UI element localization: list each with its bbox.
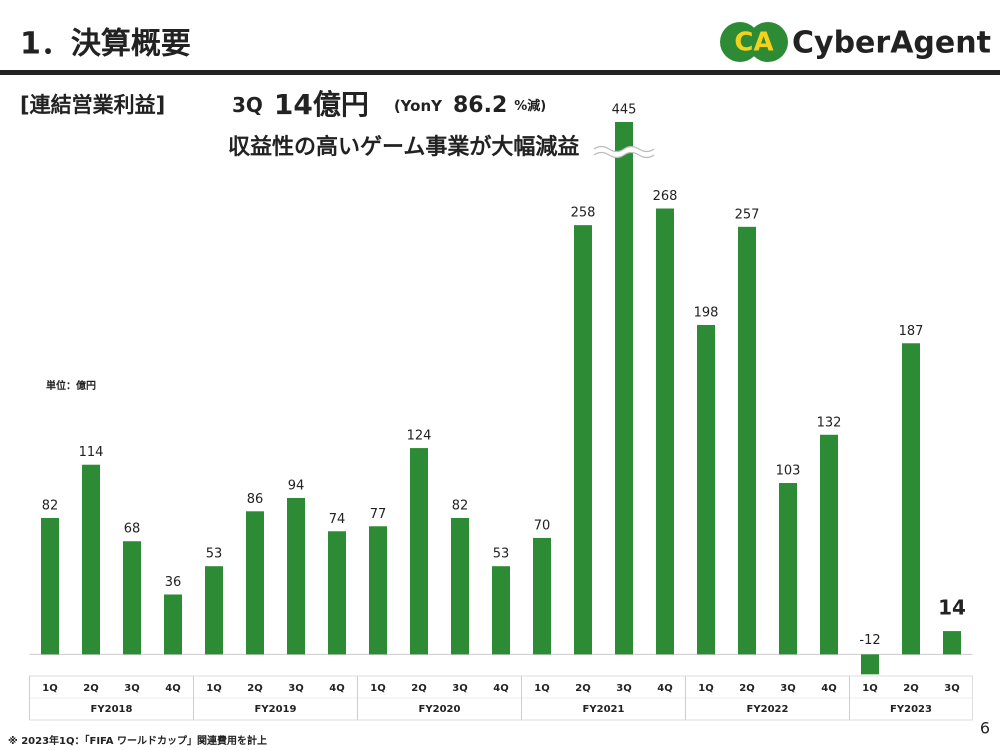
x-tick-label: 2Q <box>247 683 262 694</box>
group-label: FY2022 <box>747 704 789 715</box>
footnote: ※ 2023年1Q：「FIFA ワールドカップ」関連費用を計上 <box>8 734 267 747</box>
x-tick-label: 1Q <box>370 683 385 694</box>
headline-amount: 14億円 <box>274 88 369 121</box>
axis-break <box>593 145 655 159</box>
unit-label: 単位：億円 <box>46 379 96 392</box>
x-tick-label: 3Q <box>944 683 959 694</box>
data-label: 198 <box>694 305 719 320</box>
data-label: 53 <box>493 547 510 562</box>
x-tick-label: 3Q <box>288 683 303 694</box>
x-tick-label: 2Q <box>83 683 98 694</box>
headline-quarter: 3Q <box>232 93 263 117</box>
headline-yoy-suffix: %減) <box>514 98 546 114</box>
bar <box>123 541 141 655</box>
data-label: 70 <box>534 518 551 533</box>
bar <box>451 517 469 655</box>
data-label: 258 <box>571 206 596 221</box>
bar <box>533 537 551 655</box>
data-label: 124 <box>407 429 432 444</box>
data-label: 103 <box>776 464 801 479</box>
logo-circle <box>720 22 760 62</box>
group-label: FY2020 <box>419 704 461 715</box>
bar <box>574 225 592 655</box>
data-label: 82 <box>42 498 59 513</box>
bar <box>328 531 346 655</box>
data-label: 187 <box>899 324 924 339</box>
bar <box>205 566 223 655</box>
data-label: 132 <box>817 415 842 430</box>
x-tick-label: 4Q <box>821 683 836 694</box>
data-label: 268 <box>653 189 678 204</box>
data-label: -12 <box>859 633 880 648</box>
data-label: 445 <box>612 103 637 118</box>
x-tick-label: 1Q <box>862 683 877 694</box>
bar <box>738 226 756 655</box>
data-label: 68 <box>124 522 141 537</box>
headline-yoy: (YonY <box>394 97 443 115</box>
data-label: 74 <box>329 512 346 527</box>
logo-mark: CA <box>734 28 773 58</box>
bar <box>164 594 182 655</box>
slide-title: 1．決算概要 <box>20 27 191 62</box>
logo-circle <box>748 22 788 62</box>
x-tick-label: 3Q <box>452 683 467 694</box>
group-label: FY2019 <box>255 704 297 715</box>
headline-yoy-value: 86.2 <box>453 93 507 118</box>
bar <box>820 434 838 655</box>
x-tick-label: 2Q <box>739 683 754 694</box>
x-tick-label: 3Q <box>616 683 631 694</box>
data-label: 94 <box>288 478 305 493</box>
axis-break <box>592 147 656 157</box>
data-label: 114 <box>79 445 104 460</box>
bar <box>410 448 428 655</box>
data-label: 14 <box>938 596 966 620</box>
x-tick-label: 3Q <box>780 683 795 694</box>
bar <box>902 343 920 655</box>
x-tick-label: 1Q <box>534 683 549 694</box>
data-label: 53 <box>206 547 223 562</box>
bar <box>615 122 633 655</box>
bar <box>943 631 961 655</box>
x-tick-label: 2Q <box>575 683 590 694</box>
bar <box>779 483 797 655</box>
bar <box>861 654 879 675</box>
x-tick-label: 4Q <box>657 683 672 694</box>
logo-name: CyberAgent <box>792 26 991 61</box>
x-tick-label: 4Q <box>493 683 508 694</box>
x-tick-label: 1Q <box>42 683 57 694</box>
bar <box>41 517 59 655</box>
page-number: 6 <box>980 719 990 738</box>
data-label: 257 <box>735 207 760 222</box>
x-tick-label: 2Q <box>411 683 426 694</box>
bar <box>656 208 674 655</box>
bar <box>246 511 264 655</box>
x-tick-label: 3Q <box>124 683 139 694</box>
data-label: 86 <box>247 492 264 507</box>
data-label: 77 <box>370 507 387 522</box>
x-tick-label: 4Q <box>329 683 344 694</box>
bar <box>82 464 100 655</box>
x-tick-label: 1Q <box>698 683 713 694</box>
logo: CA CyberAgent <box>720 22 991 62</box>
header-rule <box>0 70 1000 75</box>
group-label: FY2021 <box>583 704 625 715</box>
x-tick-label: 1Q <box>206 683 221 694</box>
headline: 3Q 14億円 (YonY 86.2 %減) <box>232 88 546 121</box>
data-label: 82 <box>452 498 469 513</box>
bar <box>492 566 510 655</box>
bar <box>369 526 387 655</box>
bar <box>287 497 305 655</box>
group-label: FY2018 <box>91 704 133 715</box>
x-tick-label: 2Q <box>903 683 918 694</box>
subheadline: 収益性の高いゲーム事業が大幅減益 <box>228 134 579 160</box>
bar <box>697 324 715 655</box>
x-tick-label: 4Q <box>165 683 180 694</box>
section-label: [連結営業利益] <box>20 93 165 117</box>
data-label: 36 <box>165 575 182 590</box>
group-label: FY2023 <box>890 704 932 715</box>
